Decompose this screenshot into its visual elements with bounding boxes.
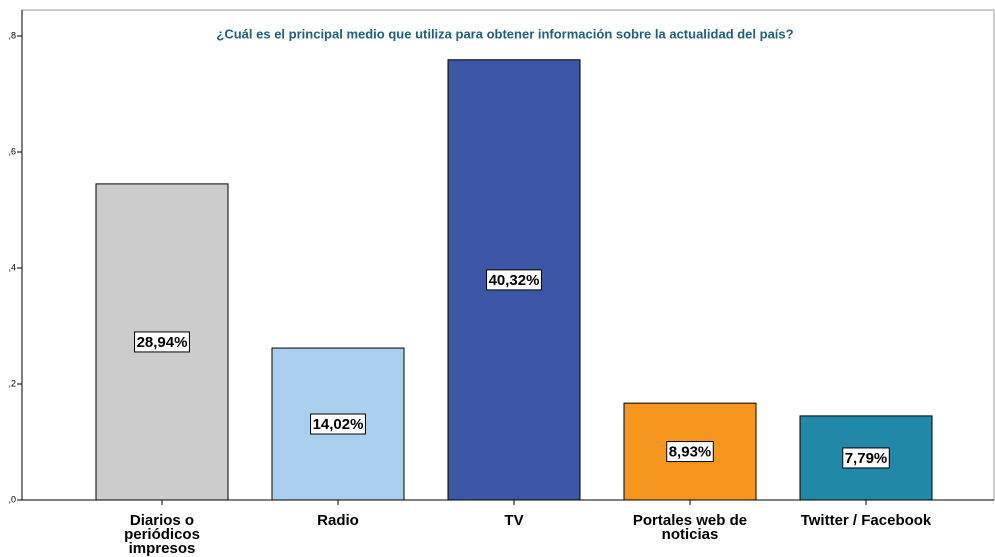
- value-label-box: [310, 413, 366, 435]
- chart-title: ¿Cuál es el principal medio que utiliza …: [216, 26, 793, 41]
- y-tick-label: ,0: [8, 494, 16, 504]
- x-tick-label: Diarios o periódicos impresos: [124, 512, 200, 557]
- x-tick-label: Twitter / Facebook: [800, 512, 932, 529]
- x-tick-label: TV: [504, 512, 524, 529]
- value-label: 40,32%: [489, 272, 540, 289]
- value-label: 14,02%: [313, 416, 364, 433]
- y-tick-label: ,4: [8, 262, 16, 272]
- value-label-box: [486, 269, 542, 291]
- value-label-box: [134, 331, 190, 353]
- value-label-box: [666, 441, 714, 463]
- x-tick-label: Portales web de noticias: [632, 512, 748, 543]
- value-label: 28,94%: [137, 334, 188, 351]
- y-tick-label: ,2: [8, 378, 16, 388]
- y-tick-label: ,8: [8, 30, 16, 40]
- value-label: 8,93%: [669, 444, 712, 461]
- value-label: 7,79%: [845, 450, 888, 467]
- x-tick-label: Radio: [317, 512, 359, 529]
- y-tick-label: ,6: [8, 146, 16, 156]
- value-label-box: [842, 447, 890, 469]
- bar: [271, 347, 405, 501]
